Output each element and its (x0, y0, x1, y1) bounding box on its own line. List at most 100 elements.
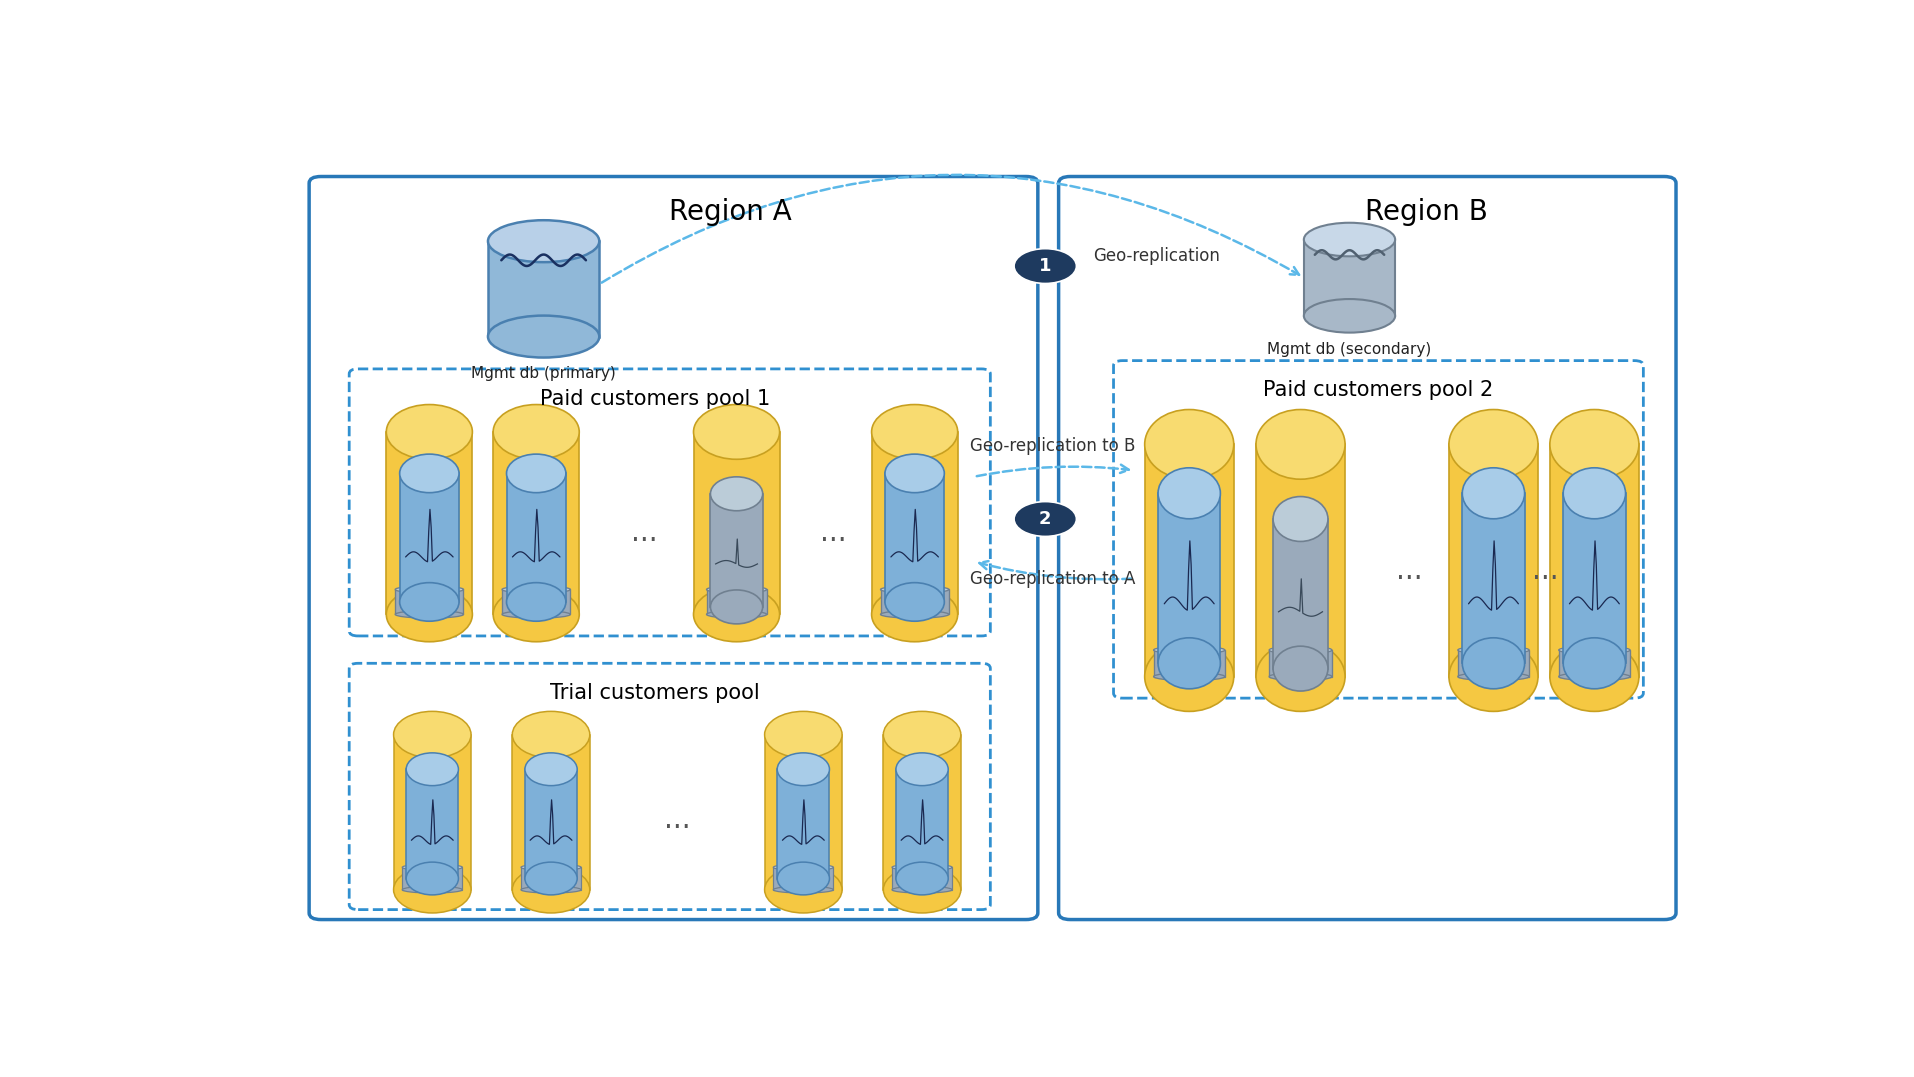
Text: Region B: Region B (1365, 198, 1487, 226)
Ellipse shape (488, 220, 599, 262)
Ellipse shape (1303, 299, 1395, 333)
Polygon shape (394, 735, 471, 890)
Ellipse shape (394, 611, 463, 618)
Ellipse shape (882, 712, 961, 758)
Polygon shape (394, 589, 463, 614)
Text: Geo-replication to B: Geo-replication to B (970, 437, 1135, 454)
Polygon shape (402, 867, 461, 890)
Polygon shape (406, 769, 457, 879)
FancyBboxPatch shape (348, 663, 990, 910)
Ellipse shape (1273, 496, 1326, 542)
Text: Region A: Region A (668, 198, 790, 226)
Ellipse shape (1462, 467, 1524, 519)
Ellipse shape (1152, 673, 1225, 681)
Ellipse shape (773, 886, 833, 893)
FancyBboxPatch shape (308, 177, 1037, 920)
Ellipse shape (1303, 223, 1395, 256)
Ellipse shape (896, 753, 947, 785)
Ellipse shape (1269, 673, 1330, 681)
Ellipse shape (882, 866, 961, 913)
Polygon shape (1273, 519, 1326, 669)
Circle shape (1014, 502, 1076, 536)
Ellipse shape (880, 586, 947, 593)
Ellipse shape (764, 712, 842, 758)
Ellipse shape (387, 405, 473, 459)
Polygon shape (706, 589, 766, 614)
Polygon shape (524, 769, 576, 879)
Ellipse shape (501, 586, 570, 593)
Ellipse shape (892, 864, 951, 870)
Ellipse shape (488, 316, 599, 358)
Ellipse shape (693, 405, 779, 459)
Text: Geo-replication: Geo-replication (1093, 247, 1219, 265)
Ellipse shape (1273, 646, 1326, 691)
Polygon shape (884, 474, 944, 602)
Ellipse shape (406, 862, 457, 895)
Ellipse shape (1449, 642, 1537, 712)
Text: ···: ··· (632, 528, 658, 556)
Ellipse shape (892, 886, 951, 893)
Text: ···: ··· (1531, 565, 1558, 593)
Ellipse shape (505, 583, 567, 621)
Ellipse shape (706, 611, 766, 618)
Polygon shape (387, 432, 473, 614)
Ellipse shape (524, 862, 576, 895)
Polygon shape (773, 867, 833, 890)
Ellipse shape (884, 454, 944, 492)
Ellipse shape (521, 886, 580, 893)
Polygon shape (1158, 493, 1219, 663)
Ellipse shape (706, 586, 766, 593)
Ellipse shape (1145, 409, 1233, 479)
FancyBboxPatch shape (1112, 361, 1642, 698)
Text: ···: ··· (664, 813, 691, 841)
Ellipse shape (1548, 642, 1638, 712)
Ellipse shape (777, 862, 829, 895)
Polygon shape (764, 735, 842, 890)
Ellipse shape (1558, 673, 1629, 681)
Text: ···: ··· (1395, 565, 1422, 593)
Polygon shape (1303, 239, 1395, 316)
Ellipse shape (521, 864, 580, 870)
Polygon shape (400, 474, 459, 602)
Polygon shape (1152, 651, 1225, 676)
Text: ···: ··· (819, 528, 846, 556)
Polygon shape (501, 589, 570, 614)
FancyBboxPatch shape (348, 369, 990, 635)
Text: 2: 2 (1039, 510, 1051, 528)
Ellipse shape (1558, 646, 1629, 654)
Ellipse shape (513, 712, 590, 758)
Polygon shape (1449, 445, 1537, 676)
Polygon shape (1558, 651, 1629, 676)
Text: Mgmt db (primary): Mgmt db (primary) (471, 366, 616, 381)
Polygon shape (1462, 493, 1524, 663)
Ellipse shape (1158, 467, 1219, 519)
Ellipse shape (505, 454, 567, 492)
Ellipse shape (773, 864, 833, 870)
Ellipse shape (764, 866, 842, 913)
Text: Paid customers pool 2: Paid customers pool 2 (1263, 380, 1493, 401)
Ellipse shape (1562, 638, 1625, 689)
Text: Paid customers pool 1: Paid customers pool 1 (540, 389, 769, 409)
Polygon shape (710, 493, 762, 607)
Ellipse shape (710, 590, 762, 624)
Ellipse shape (896, 862, 947, 895)
Polygon shape (1256, 445, 1344, 676)
Ellipse shape (871, 405, 957, 459)
Ellipse shape (1457, 646, 1527, 654)
Ellipse shape (1457, 673, 1527, 681)
Ellipse shape (693, 587, 779, 642)
Ellipse shape (494, 405, 578, 459)
Ellipse shape (1152, 646, 1225, 654)
Ellipse shape (1145, 642, 1233, 712)
Ellipse shape (501, 611, 570, 618)
Text: Mgmt db (secondary): Mgmt db (secondary) (1267, 341, 1432, 356)
Ellipse shape (1256, 642, 1344, 712)
Ellipse shape (400, 583, 459, 621)
Ellipse shape (394, 712, 471, 758)
Polygon shape (882, 735, 961, 890)
Ellipse shape (777, 753, 829, 785)
Ellipse shape (1462, 638, 1524, 689)
Ellipse shape (494, 587, 578, 642)
Polygon shape (1269, 651, 1330, 676)
Polygon shape (488, 241, 599, 336)
